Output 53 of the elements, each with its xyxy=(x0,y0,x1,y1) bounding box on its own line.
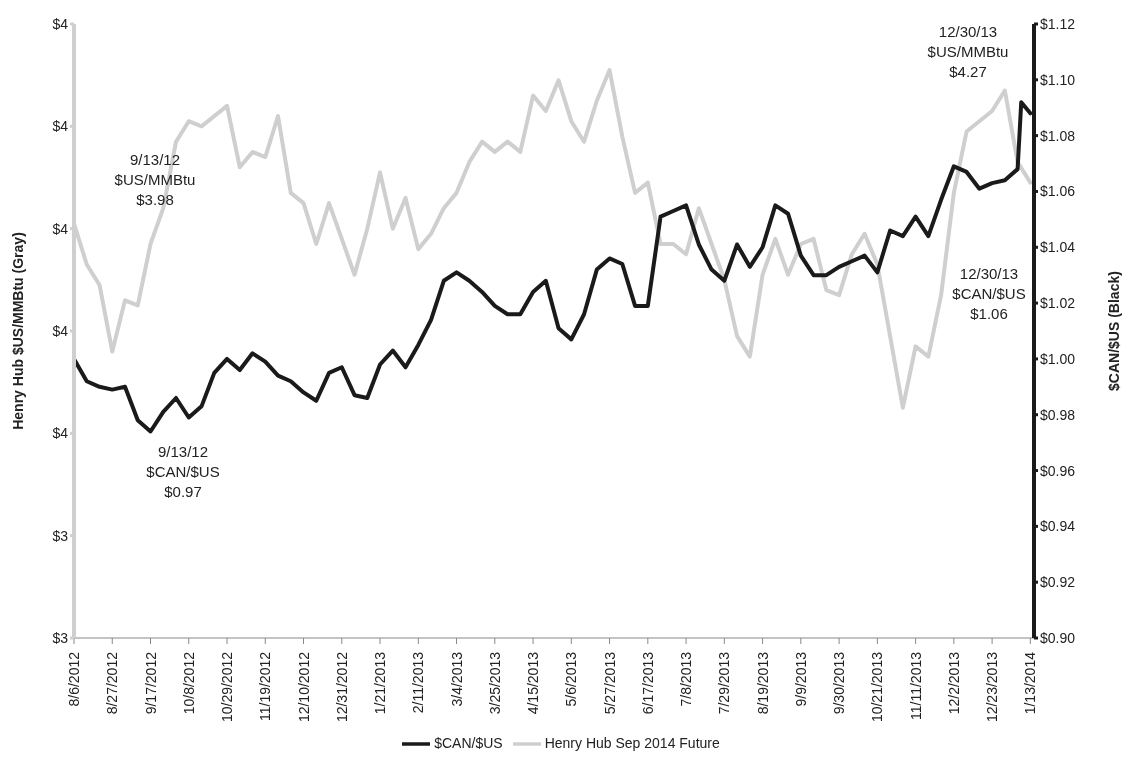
x-tick-label: 12/10/2012 xyxy=(295,651,312,723)
y-tick-label: $3 xyxy=(52,527,69,544)
annotation: 12/30/13 $CAN/$US $1.06 xyxy=(952,265,1026,322)
y-tick-label: $4 xyxy=(52,118,69,135)
x-tick-label: 4/15/2013 xyxy=(525,651,542,715)
annotation: 12/30/13 $US/MMBtu $4.27 xyxy=(926,22,1010,82)
y-tick-label: $4 xyxy=(52,220,69,237)
legend-label: $CAN/$US xyxy=(434,734,503,751)
x-tick-label: 12/31/2012 xyxy=(333,651,350,723)
y-tick-label: $4 xyxy=(52,15,69,32)
y2-tick-label: $0.96 xyxy=(1040,462,1076,479)
x-tick-label: 11/19/2012 xyxy=(257,651,274,722)
y2-tick-label: $1.00 xyxy=(1040,350,1076,367)
y2-tick-label: $1.06 xyxy=(1040,183,1076,200)
x-tick-label: 6/17/2013 xyxy=(639,651,656,715)
y2-tick-label: $1.04 xyxy=(1040,239,1076,256)
x-tick-label: 7/29/2013 xyxy=(716,651,733,715)
x-tick-label: 12/23/2013 xyxy=(984,651,1001,723)
annotation: 9/13/12 $US/MMBtu $3.98 xyxy=(113,150,197,210)
y2-axis-title: $CAN/$US (Black) xyxy=(1105,271,1122,391)
x-tick-label: 2/11/2013 xyxy=(410,651,427,714)
x-tick-label: 8/27/2012 xyxy=(104,651,121,715)
y2-tick-label: $1.08 xyxy=(1040,127,1076,144)
y2-tick-label: $1.12 xyxy=(1040,15,1076,32)
x-tick-label: 7/8/2013 xyxy=(678,651,695,707)
x-tick-label: 5/6/2013 xyxy=(563,651,580,707)
y2-tick-label: $0.94 xyxy=(1040,518,1076,535)
x-tick-label: 1/21/2013 xyxy=(372,651,389,715)
x-tick-label: 9/9/2013 xyxy=(792,651,809,707)
x-tick-label: 3/4/2013 xyxy=(448,651,465,707)
x-tick-label: 5/27/2013 xyxy=(601,651,618,715)
y2-tick-label: $1.10 xyxy=(1040,71,1076,88)
x-tick-label: 1/13/2014 xyxy=(1022,651,1039,715)
x-tick-label: 8/6/2012 xyxy=(66,651,82,707)
annotation: 9/13/12 $CAN/$US $0.97 xyxy=(145,442,221,502)
x-tick-label: 9/30/2013 xyxy=(831,651,848,715)
y-axis-title: Henry Hub $US/MMBtu (Gray) xyxy=(9,232,26,430)
x-tick-label: 11/11/2013 xyxy=(907,651,924,720)
x-tick-label: 8/19/2013 xyxy=(754,651,771,715)
x-tick-label: 10/29/2012 xyxy=(219,651,236,723)
y-tick-label: $4 xyxy=(52,425,69,442)
legend-label: Henry Hub Sep 2014 Future xyxy=(544,734,720,751)
y-tick-label: $3 xyxy=(52,629,69,646)
y-tick-label: $4 xyxy=(52,322,69,339)
y2-tick-label: $0.92 xyxy=(1040,574,1076,591)
x-tick-label: 10/21/2013 xyxy=(869,651,886,723)
x-tick-label: 12/2/2013 xyxy=(945,651,962,715)
x-tick-label: 9/17/2012 xyxy=(142,651,159,715)
y2-tick-label: $1.02 xyxy=(1040,295,1076,312)
x-tick-label: 10/8/2012 xyxy=(180,651,197,715)
y2-tick-label: $0.98 xyxy=(1040,406,1076,423)
x-tick-label: 3/25/2013 xyxy=(486,651,503,715)
y2-tick-label: $0.90 xyxy=(1040,629,1076,646)
